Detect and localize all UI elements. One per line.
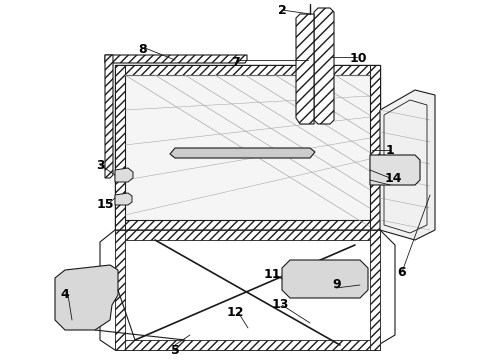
Polygon shape (100, 230, 395, 350)
Text: 9: 9 (333, 279, 342, 292)
Text: 6: 6 (398, 266, 406, 279)
Polygon shape (115, 65, 380, 75)
Polygon shape (370, 155, 420, 185)
Bar (374, 158, 409, 180)
Polygon shape (115, 230, 125, 350)
Polygon shape (55, 265, 118, 330)
Ellipse shape (359, 268, 377, 290)
Polygon shape (380, 90, 435, 240)
Text: 4: 4 (61, 288, 70, 302)
Text: 1: 1 (386, 144, 394, 157)
Text: 7: 7 (231, 55, 240, 68)
Polygon shape (115, 230, 380, 240)
Text: 5: 5 (171, 343, 179, 356)
Bar (118, 162, 128, 170)
Polygon shape (370, 65, 380, 230)
Polygon shape (115, 65, 125, 230)
Ellipse shape (351, 284, 359, 292)
Ellipse shape (75, 287, 95, 303)
Ellipse shape (178, 325, 202, 345)
Ellipse shape (245, 332, 251, 338)
Ellipse shape (102, 274, 114, 286)
Polygon shape (314, 8, 334, 124)
Ellipse shape (305, 270, 335, 288)
Text: 12: 12 (226, 306, 244, 319)
Polygon shape (115, 220, 380, 230)
Polygon shape (370, 230, 380, 350)
Text: 8: 8 (139, 42, 147, 55)
Bar (376, 161, 390, 177)
Ellipse shape (67, 281, 103, 309)
Polygon shape (115, 193, 132, 205)
Ellipse shape (303, 323, 317, 337)
Polygon shape (115, 340, 380, 350)
Polygon shape (125, 75, 370, 220)
Text: 13: 13 (271, 298, 289, 311)
Ellipse shape (298, 265, 342, 293)
Text: 15: 15 (96, 198, 114, 211)
Text: 2: 2 (278, 4, 286, 17)
Ellipse shape (241, 328, 255, 342)
Ellipse shape (347, 280, 363, 296)
Text: 3: 3 (96, 158, 104, 171)
Text: 10: 10 (349, 51, 367, 64)
Polygon shape (105, 55, 247, 63)
Polygon shape (296, 14, 314, 124)
Polygon shape (170, 148, 315, 158)
Ellipse shape (183, 329, 197, 341)
Polygon shape (115, 168, 133, 182)
Ellipse shape (402, 162, 414, 178)
Polygon shape (105, 55, 113, 178)
Text: 11: 11 (263, 269, 281, 282)
Text: 14: 14 (384, 171, 402, 185)
Polygon shape (115, 65, 380, 230)
Polygon shape (282, 260, 368, 298)
